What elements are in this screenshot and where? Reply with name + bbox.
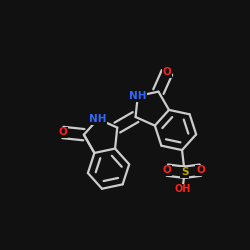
Text: NH: NH: [129, 91, 146, 101]
Text: S: S: [181, 167, 188, 177]
Text: NH: NH: [89, 114, 107, 124]
Text: O: O: [58, 128, 67, 138]
Text: O: O: [163, 67, 172, 77]
Text: O: O: [163, 165, 172, 175]
Text: OH: OH: [174, 184, 191, 194]
Text: O: O: [196, 165, 205, 175]
